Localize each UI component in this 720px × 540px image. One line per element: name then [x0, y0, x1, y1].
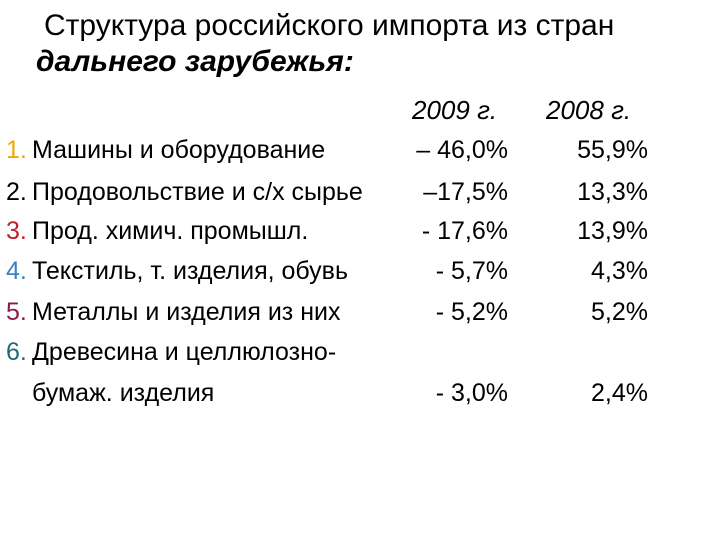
list-number: 3. — [6, 217, 27, 245]
value-2009: - 5,2% — [435, 298, 508, 326]
value-2009: – 46,0% — [416, 136, 508, 164]
list-item-metals: 5. Металлы и изделия из них - 5,2% 5,2% — [6, 294, 716, 330]
list-item-wood-continued: бумаж. изделия - 3,0% 2,4% — [6, 375, 716, 411]
list-item-label: Прод. химич. промышл. — [32, 217, 309, 245]
list-item-label: Продовольствие и с/х сырье — [32, 178, 363, 206]
list-item-machinery: 1. Машины и оборудование – 46,0% 55,9% — [6, 132, 716, 168]
list-number: 4. — [6, 257, 27, 285]
value-2009: - 5,7% — [435, 257, 508, 285]
list-item-label: Текстиль, т. изделия, обувь — [32, 257, 348, 285]
value-2008: 13,3% — [577, 178, 648, 206]
title-line-2: дальнего зарубежья: — [36, 45, 354, 78]
list-item-chemicals: 3. Прод. химич. промышл. - 17,6% 13,9% — [6, 213, 716, 249]
value-2009: –17,5% — [423, 178, 508, 206]
list-item-label: Древесина и целлюлозно- — [32, 338, 337, 366]
column-header-2008: 2008 г. — [546, 95, 632, 125]
value-2009: - 3,0% — [435, 379, 508, 407]
list-number: 2. — [6, 178, 27, 206]
list-item-textiles: 4. Текстиль, т. изделия, обувь - 5,7% 4,… — [6, 253, 716, 289]
value-2008: 2,4% — [591, 379, 648, 407]
list-number: 5. — [6, 298, 27, 326]
value-2008: 13,9% — [577, 217, 648, 245]
title-line-1: Структура российского импорта из стран — [44, 9, 615, 42]
value-2008: 55,9% — [577, 136, 648, 164]
list-item-wood: 6. Древесина и целлюлозно- — [6, 334, 716, 370]
value-2008: 5,2% — [591, 298, 648, 326]
list-item-label: бумаж. изделия — [32, 379, 215, 407]
value-2008: 4,3% — [591, 257, 648, 285]
list-item-label: Металлы и изделия из них — [32, 298, 341, 326]
list-item-label: Машины и оборудование — [32, 136, 326, 164]
list-number: 6. — [6, 338, 27, 366]
list-number: 1. — [6, 136, 27, 164]
column-header-2009: 2009 г. — [412, 95, 498, 125]
list-item-food: 2. Продовольствие и с/х сырье –17,5% 13,… — [6, 174, 716, 210]
value-2009: - 17,6% — [421, 217, 508, 245]
